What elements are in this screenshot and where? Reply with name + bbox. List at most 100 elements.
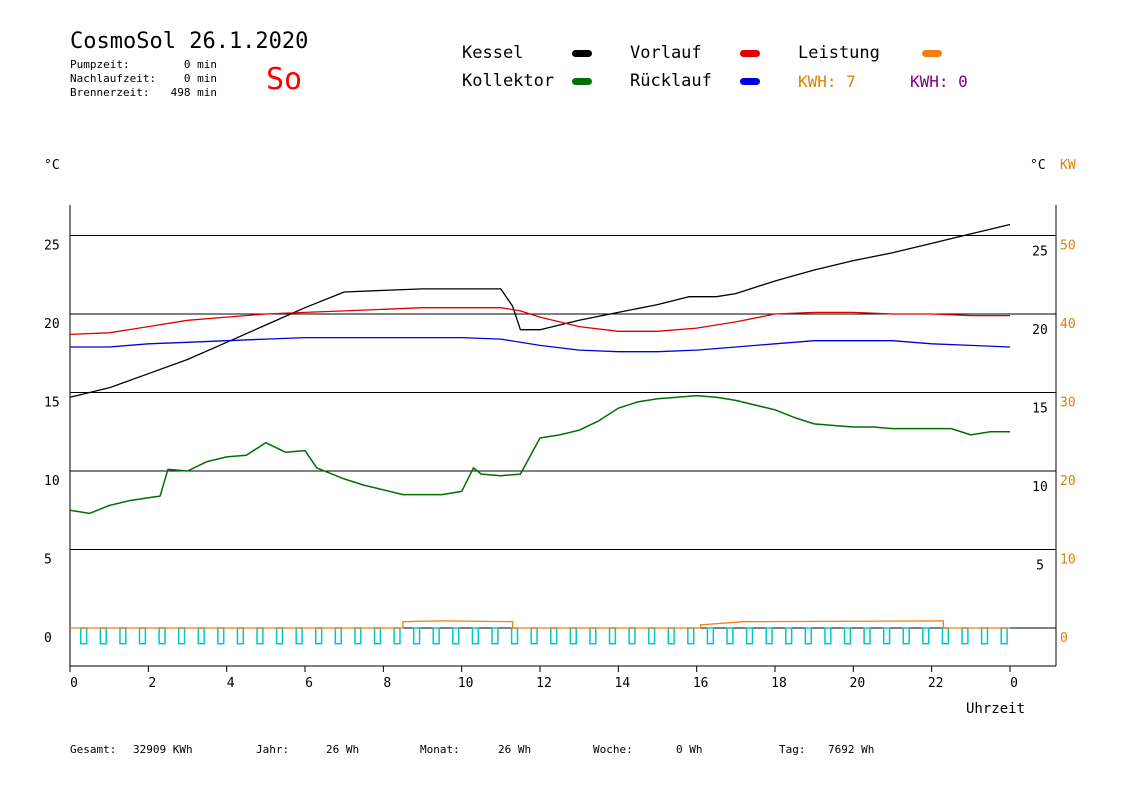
left-axis-unit: °C — [44, 158, 60, 173]
legend-kollektor-swatch — [572, 78, 592, 85]
x-tick-label: 18 — [771, 676, 787, 691]
y-tick-label-left: 10 — [44, 474, 60, 489]
weekday-label: So — [266, 62, 303, 97]
x-tick-label: 4 — [227, 676, 235, 691]
pump-cycle-mark — [354, 627, 362, 645]
y-tick-label-left: 20 — [44, 317, 60, 332]
pump-cycle-mark — [843, 627, 852, 645]
legend-kollektor-label: Kollektor — [462, 71, 555, 91]
series-line-vorlauf — [69, 307, 1010, 336]
x-tick-label: 14 — [615, 676, 631, 691]
nachlaufzeit-value: 0 min — [183, 72, 217, 85]
y-tick-label-right-kw: 50 — [1060, 239, 1076, 254]
jahr-value: 26 Wh — [326, 743, 360, 756]
legend-kessel-label: Kessel — [462, 43, 524, 63]
nachlaufzeit-label: Nachlaufzeit: — [70, 72, 157, 85]
pump-cycle-mark — [765, 627, 773, 645]
y-tick-label-right-c: 5 — [1036, 559, 1044, 574]
pump-cycle-mark — [706, 627, 715, 645]
pump-cycle-mark — [530, 627, 538, 645]
pump-cycle-mark — [334, 627, 342, 645]
legend-kwh-2: KWH: 0 — [910, 72, 968, 91]
legend-vorlauf-swatch — [740, 50, 760, 57]
pump-cycle-mark — [647, 627, 656, 645]
pump-cycle-mark — [667, 627, 675, 645]
x-tick-label: 20 — [850, 676, 866, 691]
pump-cycle-mark — [138, 627, 147, 645]
brennerzeit-label: Brennerzeit: — [70, 86, 150, 99]
y-tick-label-right-kw: 20 — [1060, 474, 1076, 489]
y-tick-label-right-c: 15 — [1032, 402, 1048, 417]
legend-kessel-swatch — [572, 50, 592, 57]
pump-cycle-mark — [785, 627, 793, 645]
jahr-label: Jahr: — [256, 743, 290, 756]
pump-cycle-mark — [295, 627, 303, 645]
pump-cycle-mark — [922, 627, 930, 645]
pump-cycle-mark — [373, 627, 382, 645]
pump-cycle-mark — [491, 627, 499, 645]
right-axis-unit-c: °C — [1030, 158, 1046, 173]
pump-cycle-mark — [471, 627, 480, 645]
pump-cycle-mark — [745, 627, 754, 645]
pump-cycle-mark — [432, 627, 440, 645]
legend-leistung-swatch — [922, 50, 942, 57]
series-line-kessel — [69, 223, 1011, 398]
pump-cycle-mark — [158, 627, 166, 645]
pump-cycle-mark — [863, 627, 871, 645]
y-tick-label-left: 0 — [44, 631, 52, 646]
x-tick-label: 22 — [928, 676, 944, 691]
legend-kwh-1: KWH: 7 — [798, 72, 856, 91]
pump-cycle-mark — [197, 627, 205, 645]
x-tick-label: 12 — [536, 676, 552, 691]
y-tick-label-right-c: 10 — [1032, 480, 1048, 495]
gesamt-label: Gesamt: — [70, 743, 117, 756]
monat-label: Monat: — [420, 743, 460, 756]
y-tick-label-right-c: 20 — [1032, 323, 1048, 338]
pump-cycle-mark — [393, 627, 401, 645]
pump-cycle-mark — [412, 627, 421, 645]
y-tick-label-left: 5 — [44, 553, 52, 568]
x-tick-label: 0 — [1010, 676, 1018, 691]
pumpzeit-label: Pumpzeit: — [70, 58, 130, 71]
pump-cycle-mark — [882, 627, 891, 645]
series-line-kollektor — [69, 394, 1010, 515]
monat-value: 26 Wh — [498, 743, 532, 756]
pump-cycle-mark — [687, 627, 695, 645]
series-line-leistung — [70, 620, 1010, 629]
pump-cycle-mark — [99, 627, 107, 645]
y-tick-label-right-c: 25 — [1032, 245, 1048, 260]
pump-cycle-mark — [608, 627, 617, 645]
pump-cycle-mark — [961, 627, 969, 645]
x-tick-label: 8 — [383, 676, 391, 691]
pumpzeit-value: 0 min — [183, 58, 217, 71]
pump-cycle-mark — [550, 627, 558, 645]
y-tick-label-left: 25 — [44, 239, 60, 254]
y-tick-label-right-kw: 0 — [1060, 631, 1068, 646]
right-axis-unit-kw: KW — [1060, 158, 1076, 173]
pump-cycle-mark — [217, 627, 225, 645]
x-tick-label: 0 — [70, 676, 78, 691]
pump-cycle-mark — [452, 627, 460, 645]
series-line-ruecklauf — [70, 336, 1011, 353]
y-tick-label-left: 15 — [44, 396, 60, 411]
pump-cycle-mark — [902, 627, 910, 645]
legend-ruecklauf-swatch — [740, 78, 760, 85]
pump-cycle-mark — [980, 627, 989, 645]
legend-vorlauf-label: Vorlauf — [630, 43, 702, 63]
y-tick-label-right-kw: 30 — [1060, 396, 1076, 411]
chart-title: CosmoSol 26.1.2020 — [70, 29, 309, 54]
x-tick-label: 6 — [305, 676, 313, 691]
pump-cycle-mark — [569, 627, 577, 645]
gesamt-value: 32909 KWh — [133, 743, 193, 756]
pump-cycle-mark — [804, 627, 812, 645]
legend-leistung-label: Leistung — [798, 43, 880, 63]
y-tick-label-right-kw: 10 — [1060, 553, 1076, 568]
pump-cycle-mark — [80, 627, 88, 645]
pump-cycle-mark — [119, 627, 127, 645]
x-tick-label: 2 — [148, 676, 156, 691]
woche-label: Woche: — [593, 743, 633, 756]
x-tick-label: 16 — [693, 676, 709, 691]
brennerzeit-value: 498 min — [170, 86, 217, 99]
woche-value: 0 Wh — [676, 743, 703, 756]
